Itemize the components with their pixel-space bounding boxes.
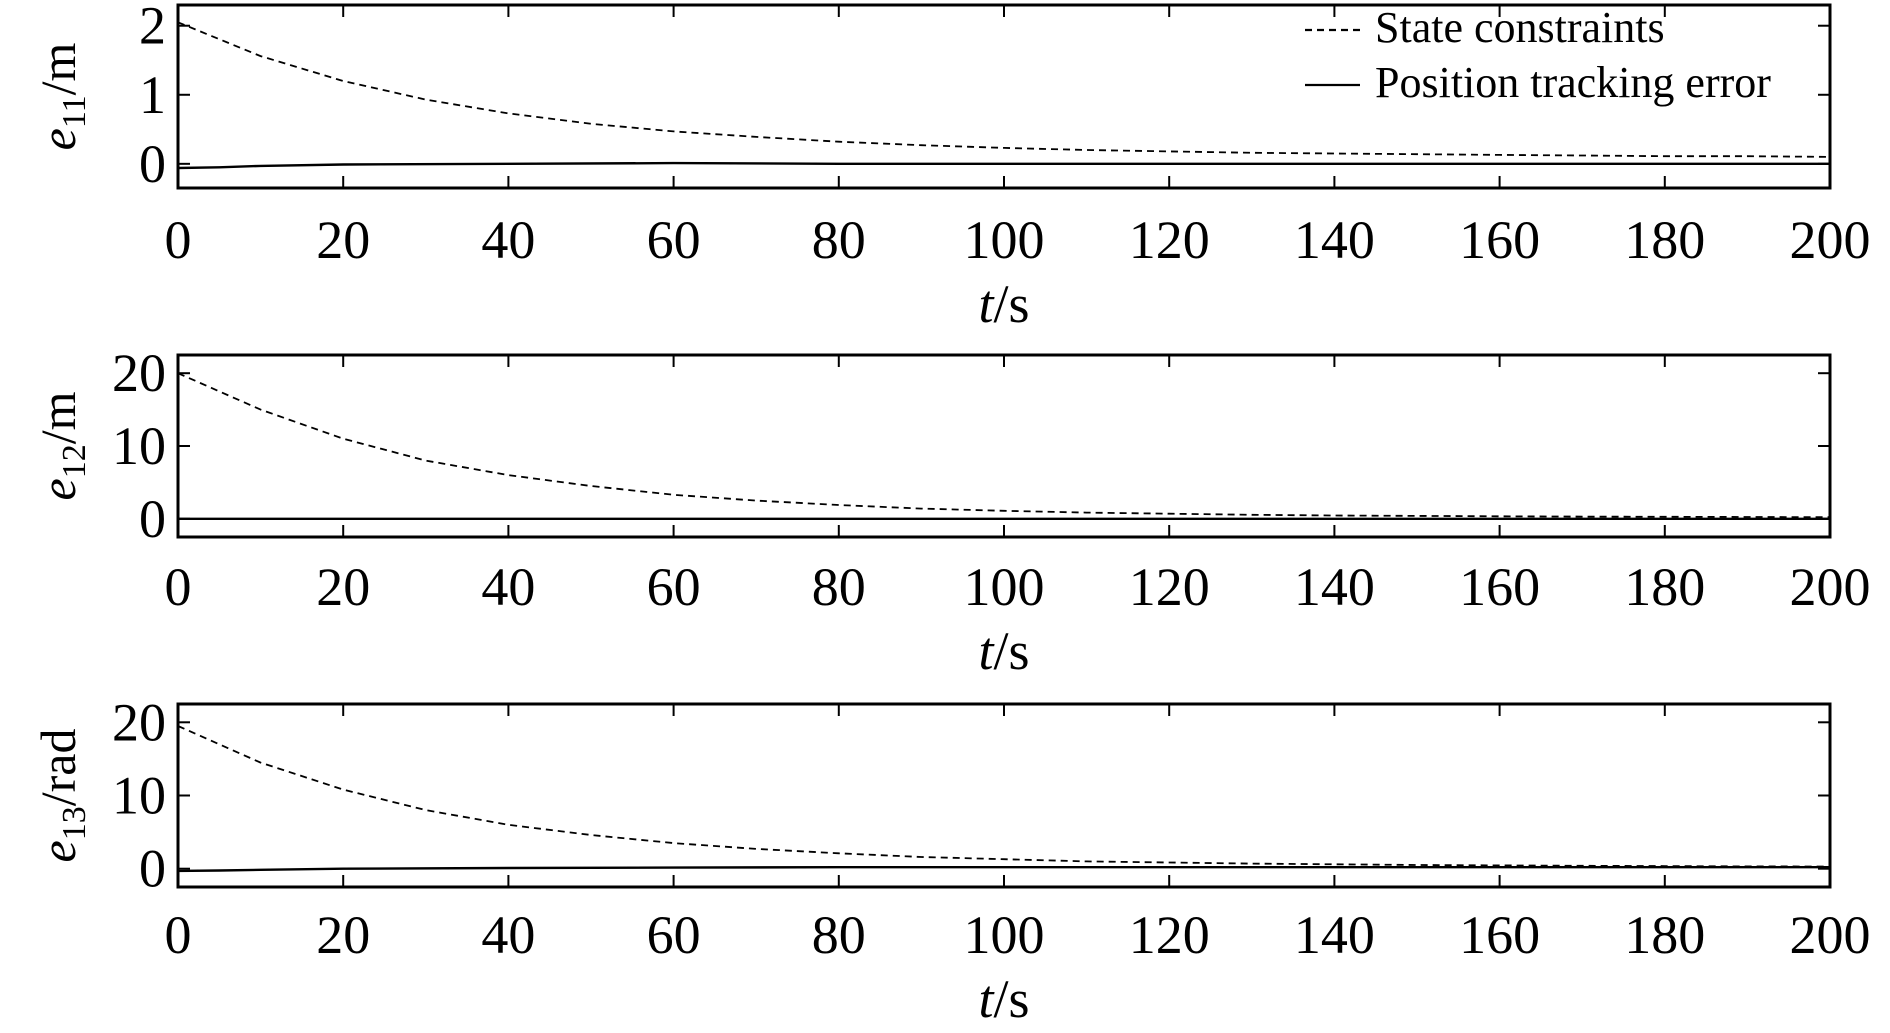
panel-e11: 0 20 40 60 80 100 120 140 160 180 200 0 1 2 t/s e11/m St… [30, 0, 1871, 334]
x-axis-label-unit: /s [993, 274, 1029, 334]
x-tick-label: 20 [316, 210, 370, 270]
x-tick-label: 100 [964, 210, 1045, 270]
y-axis-label: e11/m [30, 43, 93, 151]
y-axis-label-unit: /m [30, 391, 86, 444]
x-tick-label: 20 [316, 557, 370, 617]
x-tick-label: 100 [964, 557, 1045, 617]
x-tick-label: 180 [1624, 905, 1705, 965]
x-tick-label: 0 [165, 210, 192, 270]
x-tick-label: 20 [316, 905, 370, 965]
x-tick-label: 40 [481, 557, 535, 617]
x-axis-label-var: t [978, 274, 995, 334]
x-tick-label: 180 [1624, 210, 1705, 270]
y-tick-label: 2 [139, 0, 166, 56]
y-axis-label-unit: /rad [30, 729, 86, 807]
series-position-tracking-error-line [177, 161, 1830, 170]
x-tick-label: 0 [165, 905, 192, 965]
legend-entry-label: Position tracking error [1375, 58, 1771, 107]
y-axis-label-sub: 12 [56, 444, 93, 478]
x-tick-label: 60 [647, 557, 701, 617]
x-tick-label: 160 [1459, 557, 1540, 617]
series-state-constraints-line [177, 372, 1831, 519]
y-axis-label-sub: 13 [56, 806, 93, 840]
x-tick-label: 200 [1790, 210, 1871, 270]
x-tick-label: 140 [1294, 557, 1375, 617]
y-axis-label: e13/rad [30, 729, 93, 863]
x-tick-label: 200 [1790, 905, 1871, 965]
x-tick-label: 80 [812, 905, 866, 965]
x-tick-label: 100 [964, 905, 1045, 965]
x-tick-label: 40 [481, 905, 535, 965]
x-axis-label-var: t [978, 969, 995, 1029]
x-tick-label: 140 [1294, 905, 1375, 965]
legend-entry-label: State constraints [1375, 3, 1665, 52]
x-tick-label: 60 [647, 905, 701, 965]
y-tick-label: 0 [139, 489, 166, 549]
x-tick-label: 160 [1459, 210, 1540, 270]
x-tick-label: 160 [1459, 905, 1540, 965]
y-axis-label-var: e [30, 840, 86, 862]
x-tick-label: 120 [1129, 905, 1210, 965]
series-state-constraints-line [177, 725, 1831, 868]
y-tick-label: 10 [112, 766, 166, 826]
x-axis-label: t/s [978, 621, 1029, 681]
series-state-constraints-line [177, 21, 1831, 158]
y-tick-label: 1 [139, 65, 166, 125]
x-tick-label: 140 [1294, 210, 1375, 270]
y-tick-label: 0 [139, 134, 166, 194]
x-tick-label: 60 [647, 210, 701, 270]
x-tick-label: 40 [481, 210, 535, 270]
x-axis-label-var: t [978, 621, 995, 681]
y-axis-label-unit: /m [30, 43, 86, 96]
x-tick-label: 0 [165, 557, 192, 617]
x-tick-label: 120 [1129, 210, 1210, 270]
panel-e12: 0 20 40 60 80 100 120 140 160 180 200 0 10 20 t/s e12/m [30, 343, 1871, 681]
x-axis-label-unit: /s [993, 969, 1029, 1029]
y-axis-label-sub: 11 [56, 95, 93, 128]
x-tick-label: 80 [812, 557, 866, 617]
y-tick-label: 20 [112, 692, 166, 752]
y-axis-label-var: e [30, 478, 86, 500]
x-tick-label: 180 [1624, 557, 1705, 617]
y-axis-label: e12/m [30, 391, 93, 500]
x-axis-label: t/s [978, 274, 1029, 334]
x-tick-label: 200 [1790, 557, 1871, 617]
y-axis-label-var: e [30, 128, 86, 150]
x-axis-label-unit: /s [993, 621, 1029, 681]
series-position-tracking-error-line [177, 866, 1830, 873]
y-tick-label: 20 [112, 343, 166, 403]
panel-e13: 0 20 40 60 80 100 120 140 160 180 200 0 10 20 t/s e13/r… [30, 692, 1871, 1029]
x-tick-label: 120 [1129, 557, 1210, 617]
y-tick-label: 0 [139, 839, 166, 899]
x-tick-label: 80 [812, 210, 866, 270]
y-tick-label: 10 [112, 416, 166, 476]
x-axis-label: t/s [978, 969, 1029, 1029]
axes-frame [176, 353, 1832, 539]
